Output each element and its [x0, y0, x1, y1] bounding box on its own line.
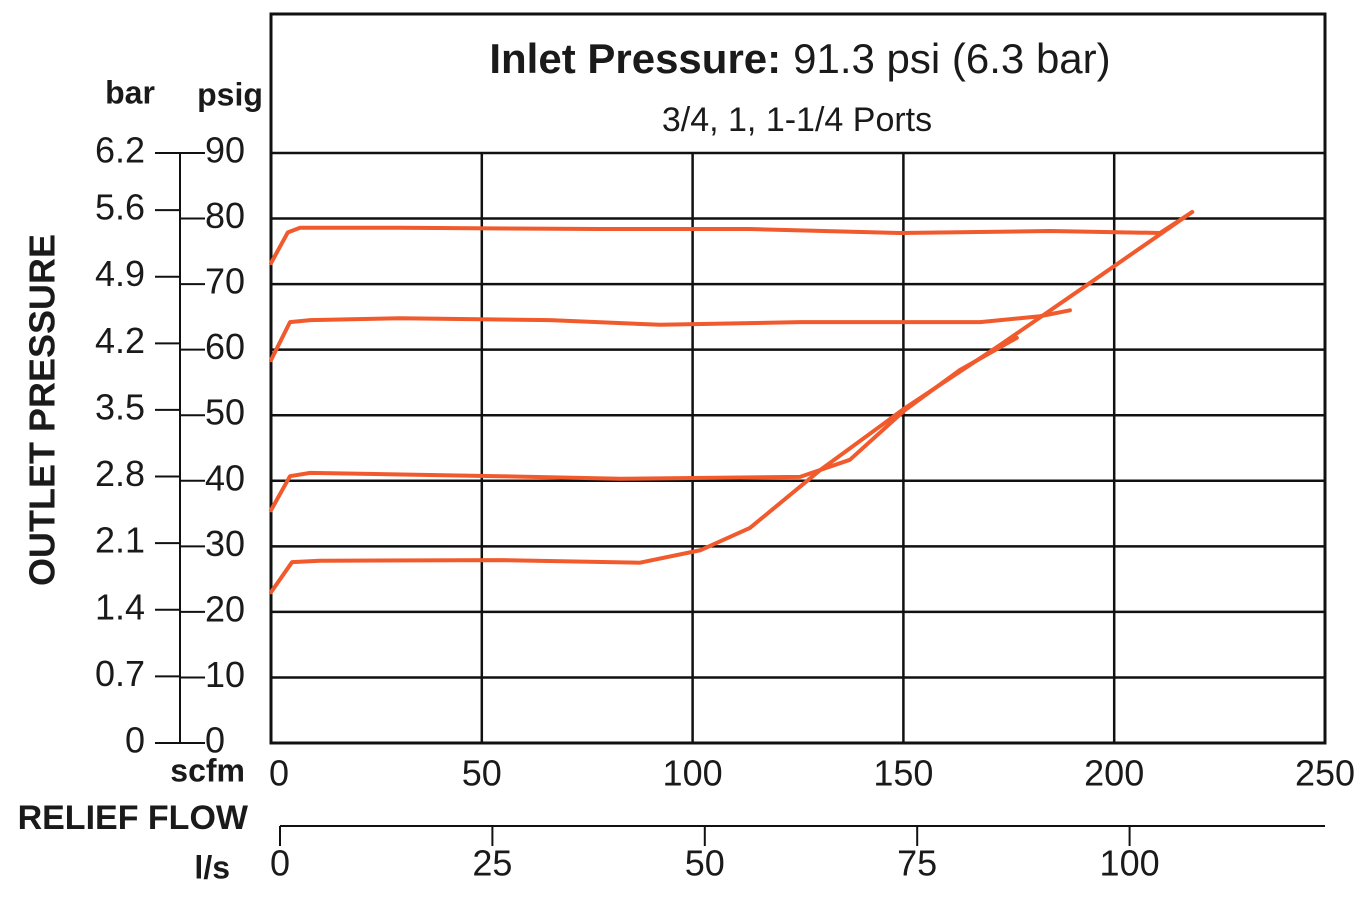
x-tick-label: 200 — [1084, 753, 1144, 794]
x-unit: scfm — [170, 752, 245, 788]
x2-tick-label: 0 — [270, 843, 290, 884]
x-tick-label: 0 — [269, 753, 289, 794]
x2-unit: l/s — [194, 849, 230, 885]
y-tick-label: 60 — [205, 326, 245, 367]
x2-tick-label: 75 — [897, 843, 937, 884]
y-unit: psig — [197, 76, 263, 112]
y-tick-label: 30 — [205, 523, 245, 564]
series-line — [269, 308, 1072, 363]
y2-tick-label: 5.6 — [95, 187, 145, 228]
y2-tick-label: 2.1 — [95, 520, 145, 561]
title-label: Inlet Pressure: — [489, 35, 781, 82]
subtitle: 3/4, 1, 1-1/4 Ports — [662, 101, 932, 139]
x-tick-label: 150 — [873, 753, 933, 794]
y-tick-label: 10 — [205, 654, 245, 695]
y-tick-label: 80 — [205, 195, 245, 236]
y-tick-label: 0 — [205, 720, 225, 761]
y-axis-label: OUTLET PRESSURE — [22, 234, 63, 586]
y-tick-label: 90 — [205, 130, 245, 171]
x2-tick-label: 50 — [685, 843, 725, 884]
y-tick-label: 50 — [205, 392, 245, 433]
y2-tick-label: 4.2 — [95, 320, 145, 361]
x-axis-label: RELIEF FLOW — [18, 799, 249, 837]
y2-tick-label: 1.4 — [95, 586, 145, 627]
x-tick-label: 100 — [663, 753, 723, 794]
x2-tick-label: 100 — [1100, 843, 1160, 884]
x2-tick-label: 25 — [472, 843, 512, 884]
x-tick-label: 250 — [1295, 753, 1355, 794]
x-tick-label: 50 — [462, 753, 502, 794]
y-tick-label: 40 — [205, 457, 245, 498]
y2-tick-label: 6.2 — [95, 130, 145, 171]
y2-tick-label: 0.7 — [95, 653, 145, 694]
y2-tick-label: 0 — [125, 720, 145, 761]
y2-tick-label: 4.9 — [95, 253, 145, 294]
y-tick-label: 20 — [205, 588, 245, 629]
series-line — [269, 335, 1019, 513]
chart-title: Inlet Pressure: 91.3 psi (6.3 bar) — [489, 35, 1110, 82]
title-value: 91.3 psi (6.3 bar) — [793, 35, 1111, 82]
series-line — [269, 210, 1195, 266]
y2-tick-label: 3.5 — [95, 386, 145, 427]
y2-unit: bar — [105, 74, 155, 110]
series-line — [269, 210, 1195, 595]
y-tick-label: 70 — [205, 261, 245, 302]
y2-tick-label: 2.8 — [95, 453, 145, 494]
